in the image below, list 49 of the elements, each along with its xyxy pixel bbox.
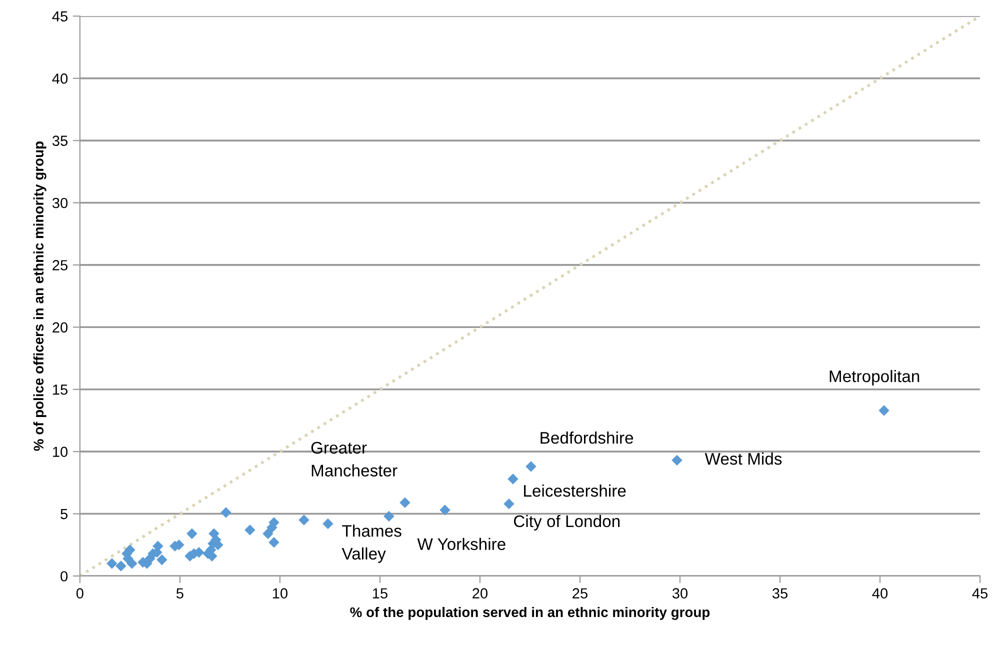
point	[268, 537, 280, 548]
x-tick-label: 40	[872, 588, 888, 598]
y-tick-label: 25	[52, 260, 68, 270]
y-tick-label: 40	[52, 73, 68, 84]
x-tick-label: 10	[272, 588, 288, 598]
y-tick-label: 5	[60, 509, 68, 520]
point	[440, 504, 450, 516]
point	[322, 518, 334, 530]
point	[508, 474, 518, 484]
x-tick-label: 5	[176, 588, 184, 598]
y-tick-label: 10	[53, 446, 68, 457]
annotation: Greater Manchester	[311, 442, 398, 476]
y-tick-label: 30	[52, 198, 68, 208]
point	[878, 405, 890, 416]
point	[244, 524, 256, 536]
x-tick-label: 30	[672, 588, 688, 598]
y-tick-label: 35	[52, 136, 68, 146]
x-axis-title: % of the population served in an ethnic minority group	[350, 606, 710, 620]
point	[298, 514, 310, 526]
x-tick-label: 20	[472, 588, 488, 598]
y-axis-title: % of police officers in an ethnic minority group	[33, 142, 46, 451]
annotation: West Mids	[704, 452, 782, 465]
point	[126, 558, 138, 569]
point	[526, 461, 536, 472]
x-tick-label: 45	[972, 588, 988, 598]
point	[672, 454, 682, 466]
point	[384, 510, 394, 522]
annotation: W Yorkshire	[417, 538, 506, 550]
x-tick-label: 15	[372, 588, 388, 598]
point	[262, 528, 274, 540]
annotation: Leicestershire	[524, 484, 626, 497]
point	[116, 560, 126, 572]
x-tick-label: 0	[76, 588, 84, 598]
x-tick-label: 35	[772, 588, 788, 598]
point	[106, 558, 118, 569]
annotation: Thames Valley	[342, 524, 402, 563]
y-tick-label: 15	[53, 384, 68, 395]
annotation: Metropolitan	[830, 370, 920, 386]
y-tick-label: 20	[52, 322, 68, 333]
annotation: City of London	[514, 514, 620, 530]
point	[156, 554, 168, 566]
x-tick-label: 25	[572, 588, 588, 598]
point	[504, 498, 514, 510]
y-tick-label: 0	[60, 571, 68, 582]
annotation: Bedfordshire	[540, 432, 634, 444]
point	[186, 528, 198, 540]
y-tick-label: 45	[52, 11, 68, 22]
point	[400, 497, 410, 508]
point	[220, 507, 232, 518]
